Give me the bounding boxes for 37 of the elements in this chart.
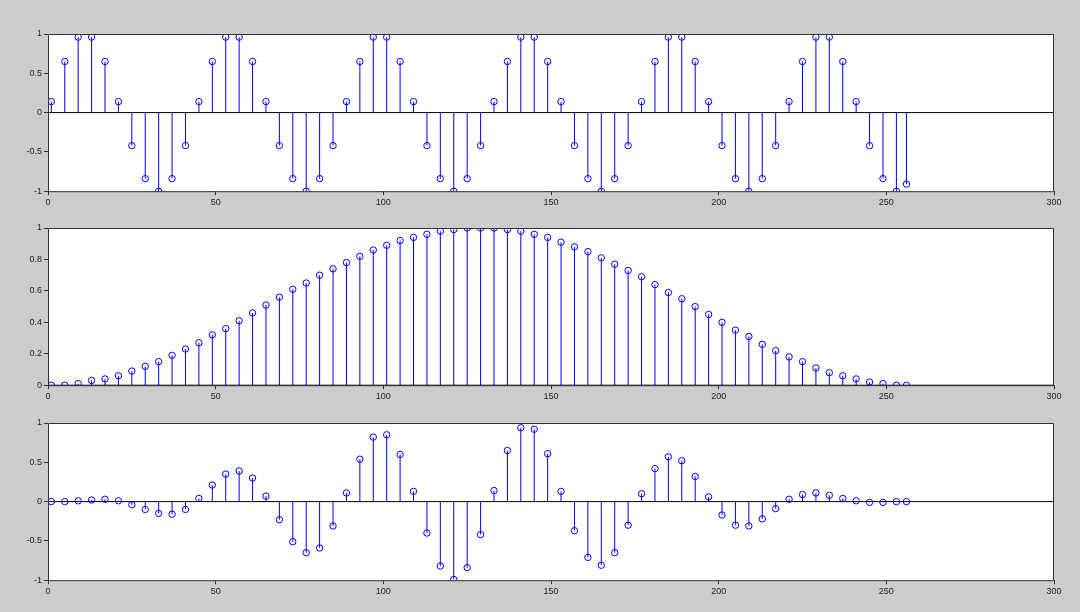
y-tick-label: 0	[36, 107, 42, 118]
x-tick-label: 0	[45, 197, 51, 208]
y-tick-label: 0.5	[29, 456, 42, 467]
y-tick-label: -1	[33, 185, 42, 196]
x-tick-label: 300	[1046, 197, 1062, 208]
x-tick-label: 150	[543, 197, 559, 208]
x-tick-label: 0	[45, 586, 51, 597]
y-tick-label: 1	[36, 28, 42, 39]
x-tick-label: 100	[375, 586, 391, 597]
x-tick-label: 200	[711, 197, 727, 208]
y-tick-label: 0	[36, 496, 42, 507]
x-tick-label: 200	[711, 391, 727, 402]
y-tick-label: -0.5	[26, 146, 42, 157]
y-tick-label: 0.2	[29, 348, 42, 359]
x-tick-label: 50	[210, 391, 221, 402]
x-tick-label: 300	[1046, 391, 1062, 402]
x-tick-label: 50	[210, 586, 221, 597]
y-tick-label: 0.5	[29, 67, 42, 78]
x-tick-label: 250	[878, 586, 894, 597]
y-tick-label: 0.4	[29, 316, 42, 327]
y-tick-label: 0.6	[29, 285, 42, 296]
y-tick-label: 0.8	[29, 253, 42, 264]
x-tick-label: 50	[210, 197, 221, 208]
x-tick-label: 150	[543, 586, 559, 597]
y-tick-label: 1	[36, 417, 42, 428]
x-tick-label: 200	[711, 586, 727, 597]
x-tick-label: 100	[375, 391, 391, 402]
x-tick-label: 250	[878, 197, 894, 208]
x-tick-label: 150	[543, 391, 559, 402]
y-tick-label: -1	[33, 574, 42, 585]
y-tick-label: 0	[36, 379, 42, 390]
x-tick-label: 250	[878, 391, 894, 402]
x-tick-label: 300	[1046, 586, 1062, 597]
x-tick-label: 100	[375, 197, 391, 208]
x-tick-label: 0	[45, 391, 51, 402]
y-tick-label: 1	[36, 222, 42, 233]
y-tick-label: -0.5	[26, 535, 42, 546]
